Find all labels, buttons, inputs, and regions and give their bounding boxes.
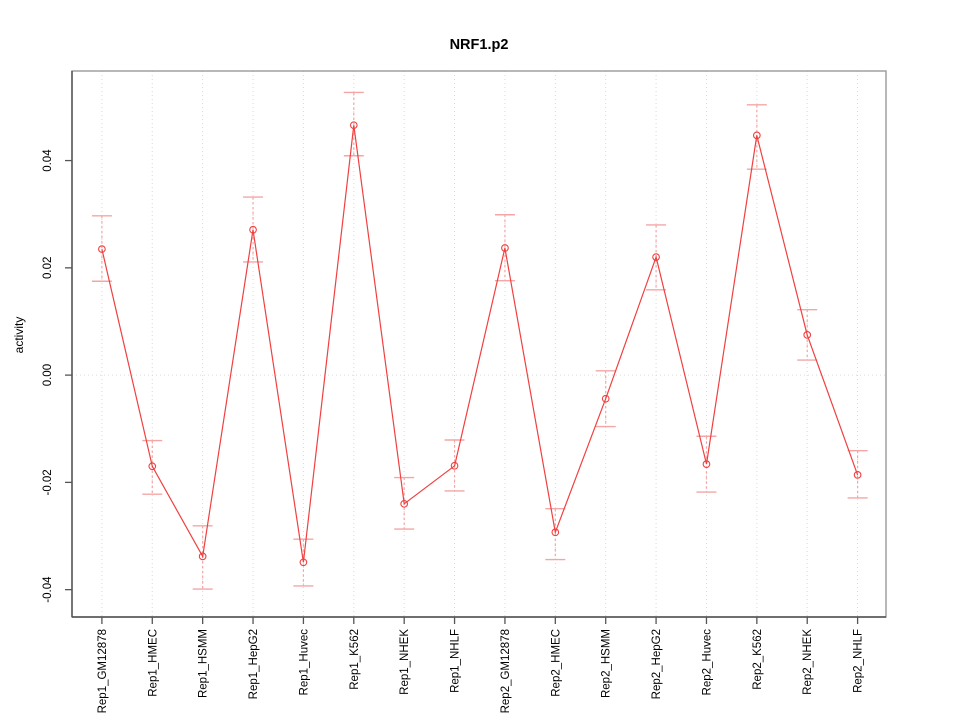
- data-point: [249, 225, 257, 234]
- x-tick-label: Rep1_HMEC: [147, 629, 159, 697]
- data-point: [148, 462, 157, 471]
- data-point: [349, 121, 358, 130]
- x-tick-label: Rep1_NHEK: [399, 629, 411, 695]
- data-point: [400, 499, 409, 508]
- data-point: [299, 558, 308, 567]
- y-tick-label: -0.02: [42, 469, 54, 495]
- data-point: [601, 394, 610, 403]
- y-tick-label: 0.00: [42, 364, 54, 386]
- data-point: [803, 331, 812, 339]
- data-point: [198, 552, 207, 561]
- chart-title: NRF1.p2: [450, 37, 509, 53]
- data-point: [501, 244, 509, 252]
- x-tick-label: Rep2_K562: [752, 629, 764, 690]
- data-point: [98, 245, 106, 253]
- x-tick-label: Rep2_GM12878: [500, 629, 512, 713]
- y-tick-label: 0.04: [42, 149, 54, 172]
- series-layer: [91, 91, 868, 590]
- y-tick-label: 0.02: [42, 257, 54, 279]
- y-axis-label: activity: [12, 317, 26, 354]
- grid-layer: [72, 71, 886, 617]
- x-tick-label: Rep2_HSMM: [601, 629, 613, 698]
- x-tick-label: Rep1_HepG2: [248, 629, 260, 699]
- x-tick-label: Rep1_HSMM: [198, 629, 210, 698]
- x-tick-label: Rep1_NHLF: [450, 629, 462, 693]
- series-line: [101, 125, 859, 563]
- x-tick-label: Rep1_K562: [349, 629, 361, 690]
- y-tick-label: -0.04: [42, 576, 54, 603]
- data-point: [551, 528, 560, 537]
- data-point: [702, 460, 711, 468]
- data-point: [450, 461, 459, 470]
- x-tick-label: Rep2_HMEC: [550, 629, 562, 697]
- x-tick-label: Rep1_GM12878: [97, 629, 109, 713]
- data-point: [853, 471, 862, 479]
- axis-layer: -0.04 -0.02 0.00 0.02 0.04 Rep1_GM12878 Rep1_H…: [42, 70, 887, 713]
- x-tick-label: Rep2_Huvec: [702, 629, 714, 696]
- plot-box: [71, 70, 887, 618]
- data-point: [652, 253, 660, 261]
- x-tick-label: Rep2_HepG2: [651, 629, 663, 699]
- x-tick-label: Rep2_NHEK: [802, 629, 814, 695]
- x-tick-label: Rep1_Huvec: [298, 629, 310, 696]
- data-point: [752, 131, 761, 140]
- x-tick-label: Rep2_NHLF: [853, 629, 865, 693]
